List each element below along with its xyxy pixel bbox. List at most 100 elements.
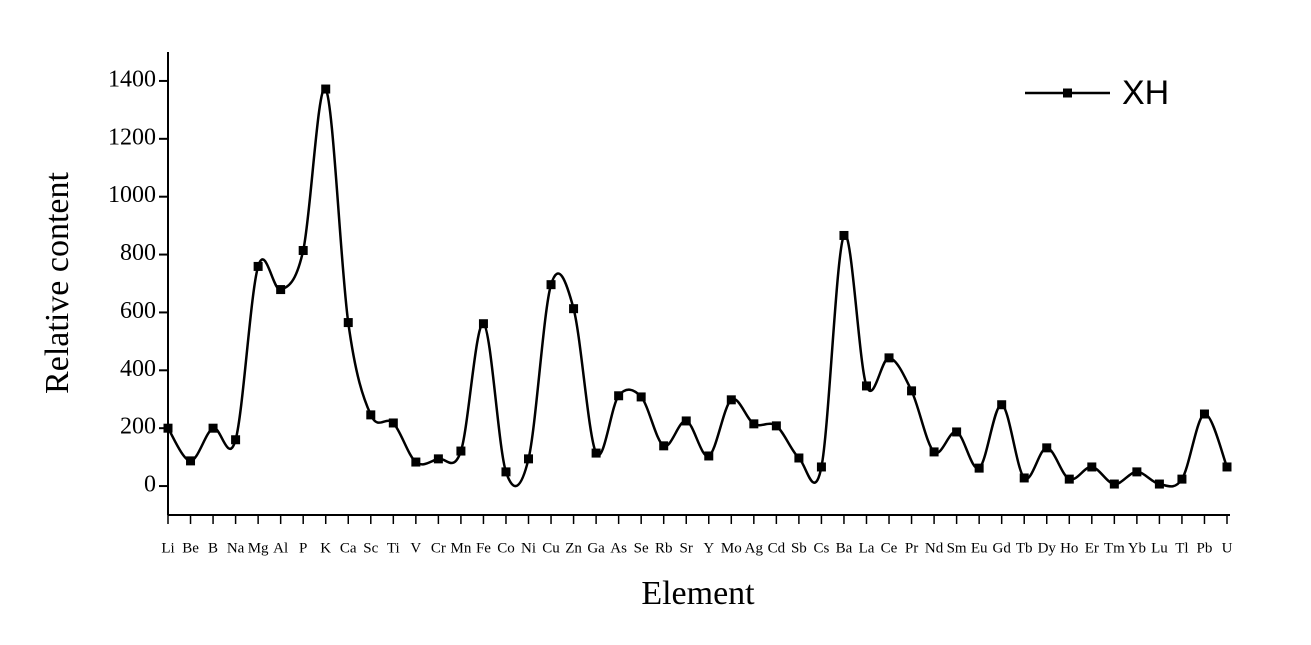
- point-marker: [1109, 479, 1119, 489]
- point-marker: [1132, 467, 1142, 477]
- y-tick-label: 400: [120, 356, 156, 382]
- point-marker: [794, 453, 804, 463]
- x-tick-label: Co: [497, 540, 515, 556]
- point-marker: [636, 392, 646, 402]
- point-marker: [952, 427, 962, 437]
- y-tick-label: 1000: [108, 182, 156, 208]
- x-tick-label: Li: [161, 540, 174, 556]
- x-tick-label: Y: [703, 540, 714, 556]
- point-marker: [231, 435, 241, 445]
- x-tick-label: Be: [182, 540, 199, 556]
- point-marker: [1199, 409, 1209, 419]
- point-marker: [1222, 462, 1232, 472]
- point-marker: [884, 353, 894, 363]
- point-marker: [186, 456, 196, 466]
- y-tick-label: 800: [120, 240, 156, 266]
- x-tick-label: Ce: [881, 540, 898, 556]
- x-tick-label: Ga: [587, 540, 605, 556]
- x-tick-label: As: [610, 540, 627, 556]
- point-marker: [704, 451, 714, 461]
- x-tick-label: Mn: [450, 540, 471, 556]
- x-tick-label: Er: [1085, 540, 1099, 556]
- point-marker: [276, 285, 286, 295]
- x-tick-label: Sm: [947, 540, 967, 556]
- x-tick-label: B: [208, 540, 218, 556]
- x-tick-label: Mg: [248, 540, 269, 556]
- point-marker: [771, 421, 781, 431]
- x-tick-label: Pb: [1197, 540, 1213, 556]
- x-tick-label: Cd: [768, 540, 786, 556]
- x-tick-label: Dy: [1038, 540, 1057, 556]
- point-marker: [524, 454, 534, 464]
- x-tick-label: Mo: [721, 540, 742, 556]
- legend-label: XH: [1122, 74, 1169, 112]
- x-tick-label: Sr: [680, 540, 693, 556]
- x-tick-label: Tb: [1016, 540, 1033, 556]
- point-marker: [546, 280, 556, 290]
- y-axis-label: Relative content: [39, 172, 76, 394]
- x-tick-label: Ca: [340, 540, 357, 556]
- x-tick-label: Zn: [565, 540, 582, 556]
- y-tick-label: 0: [144, 472, 156, 498]
- series-line: [166, 87, 1229, 488]
- x-tick-label: Eu: [971, 540, 988, 556]
- x-tick-label: Ti: [387, 540, 400, 556]
- point-marker: [1177, 474, 1187, 484]
- point-marker: [816, 462, 826, 472]
- point-marker: [478, 319, 488, 329]
- point-marker: [974, 463, 984, 473]
- x-axis-label: Element: [641, 575, 755, 612]
- point-marker: [591, 448, 601, 458]
- point-marker: [1087, 462, 1097, 472]
- x-tick-label: U: [1222, 540, 1233, 556]
- x-tick-label: Cu: [542, 540, 560, 556]
- x-tick-label: Cs: [814, 540, 830, 556]
- point-marker: [1019, 473, 1029, 483]
- point-marker: [907, 386, 917, 396]
- x-tick-label: Lu: [1151, 540, 1168, 556]
- x-tick-label: La: [859, 540, 875, 556]
- point-marker: [433, 454, 443, 464]
- x-tick-label: Gd: [993, 540, 1012, 556]
- point-marker: [411, 457, 421, 467]
- y-tick-label: 1400: [108, 66, 156, 92]
- x-tick-label: Sc: [363, 540, 378, 556]
- x-tick-label: Se: [634, 540, 649, 556]
- x-tick-label: Tl: [1175, 540, 1188, 556]
- x-tick-label: Cr: [431, 540, 446, 556]
- point-marker: [749, 419, 759, 429]
- legend-marker: [1063, 88, 1072, 98]
- x-tick-label: Pr: [905, 540, 918, 556]
- point-marker: [366, 410, 376, 420]
- x-tick-label: K: [320, 540, 331, 556]
- x-tick-label: Al: [273, 540, 288, 556]
- x-tick-label: P: [299, 540, 307, 556]
- point-marker: [614, 391, 624, 401]
- point-marker: [298, 246, 308, 256]
- x-tick-label: Na: [227, 540, 245, 556]
- point-marker: [388, 418, 398, 428]
- x-tick-label: Ni: [521, 540, 536, 556]
- point-marker: [997, 400, 1007, 410]
- x-tick-label: Ba: [836, 540, 853, 556]
- x-tick-label: Fe: [476, 540, 491, 556]
- point-marker: [839, 230, 849, 240]
- point-marker: [321, 84, 331, 94]
- x-tick-label: Tm: [1104, 540, 1125, 556]
- y-tick-label: 200: [120, 414, 156, 440]
- point-marker: [1042, 443, 1052, 453]
- x-tick-label: V: [410, 540, 421, 556]
- point-marker: [659, 441, 669, 451]
- point-marker: [1154, 479, 1164, 489]
- point-marker: [253, 261, 263, 271]
- x-tick-label: Rb: [655, 540, 673, 556]
- y-tick-label: 1200: [108, 124, 156, 150]
- point-marker: [929, 447, 939, 457]
- point-marker: [861, 381, 871, 391]
- point-marker: [456, 446, 466, 456]
- x-tick-label: Ag: [745, 540, 764, 556]
- point-marker: [569, 304, 579, 314]
- point-marker: [208, 423, 218, 433]
- x-tick-label: Ho: [1060, 540, 1078, 556]
